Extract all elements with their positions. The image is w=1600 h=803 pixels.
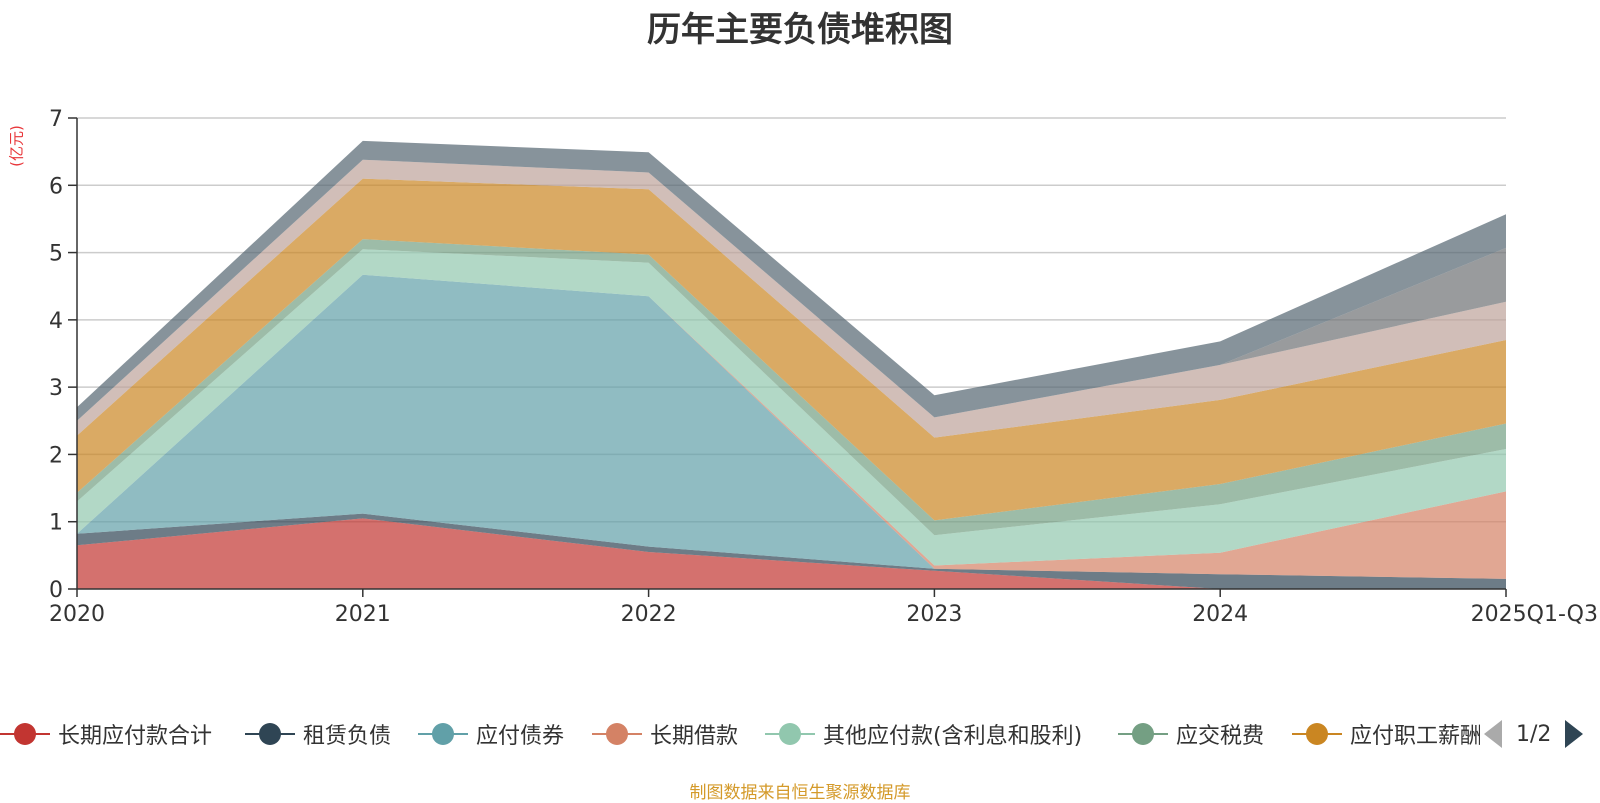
legend-marker-icon	[1292, 722, 1342, 746]
legend-pager: 1/2	[1484, 716, 1600, 752]
x-tick-label: 2024	[1192, 602, 1248, 627]
legend-marker-icon	[765, 722, 815, 746]
area-series	[77, 140, 1506, 589]
legend-item-lease-liabilities[interactable]: 租赁负债	[245, 716, 391, 752]
x-tick-label: 2021	[335, 602, 391, 627]
y-tick-label: 0	[49, 578, 63, 603]
x-tick-label: 2022	[621, 602, 677, 627]
legend-next-page-icon[interactable]	[1565, 720, 1584, 748]
legend-marker-icon	[1118, 722, 1168, 746]
area-series-band	[77, 178, 1506, 521]
x-tick-label: 2020	[49, 602, 105, 627]
y-tick-label: 5	[49, 242, 63, 267]
y-tick-label: 6	[49, 174, 63, 199]
y-tick-label: 1	[49, 511, 63, 536]
y-tick-label: 7	[49, 107, 63, 132]
legend-item-employee-payables[interactable]: 应付职工薪酬	[1292, 716, 1480, 752]
y-tick-label: 2	[49, 443, 63, 468]
legend: 长期应付款合计 租赁负债 应付债券 长期借款 其他应付款(含利息和股利) 应交税…	[0, 716, 1480, 752]
area-series-band	[77, 274, 1506, 579]
area-series-band	[77, 513, 1506, 589]
stacked-area-chart: 0 1 2 3 4 5 6 7 2020 2021 2022 2023 2024 2025Q1-Q3	[49, 107, 1598, 627]
legend-marker-icon	[418, 722, 468, 746]
area-series-band	[77, 518, 1506, 589]
legend-item-taxes-payable[interactable]: 应交税费	[1118, 716, 1264, 752]
legend-label: 其他应付款(含利息和股利)	[823, 724, 1083, 749]
legend-label: 应交税费	[1176, 724, 1265, 749]
y-tick-label: 4	[49, 309, 63, 334]
area-series-band	[77, 274, 1506, 579]
legend-label: 应付债券	[476, 724, 565, 749]
chart-title: 历年主要负债堆积图	[647, 10, 953, 50]
legend-page-indicator: 1/2	[1516, 721, 1552, 747]
legend-label: 长期应付款合计	[58, 724, 213, 749]
legend-item-long-term-payables[interactable]: 长期应付款合计	[0, 716, 212, 752]
legend-label: 应付职工薪酬	[1350, 724, 1480, 749]
legend-marker-icon	[592, 722, 642, 746]
legend-item-other-payables[interactable]: 其他应付款(含利息和股利)	[765, 716, 1082, 752]
legend-label: 租赁负债	[303, 724, 392, 749]
legend-prev-page-icon[interactable]	[1484, 720, 1502, 748]
x-tick-label: 2025Q1-Q3	[1471, 602, 1598, 627]
legend-label: 长期借款	[650, 724, 739, 749]
area-series-band	[77, 159, 1506, 438]
legend-item-long-term-loans[interactable]: 长期借款	[592, 716, 738, 752]
area-series-band	[77, 140, 1506, 421]
legend-marker-icon	[0, 722, 50, 746]
legend-item-bonds-payable[interactable]: 应付债券	[418, 716, 564, 752]
legend-marker-icon	[245, 722, 295, 746]
x-tick-label: 2023	[906, 602, 962, 627]
y-tick-label: 3	[49, 376, 63, 401]
axes: 0 1 2 3 4 5 6 7 2020 2021 2022 2023 2024 2025Q1-Q3	[49, 107, 1598, 627]
area-series-band	[77, 249, 1506, 566]
data-source-note: 制图数据来自恒生聚源数据库	[689, 783, 911, 803]
